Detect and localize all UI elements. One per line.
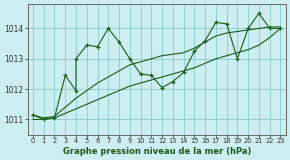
X-axis label: Graphe pression niveau de la mer (hPa): Graphe pression niveau de la mer (hPa) <box>63 147 251 156</box>
